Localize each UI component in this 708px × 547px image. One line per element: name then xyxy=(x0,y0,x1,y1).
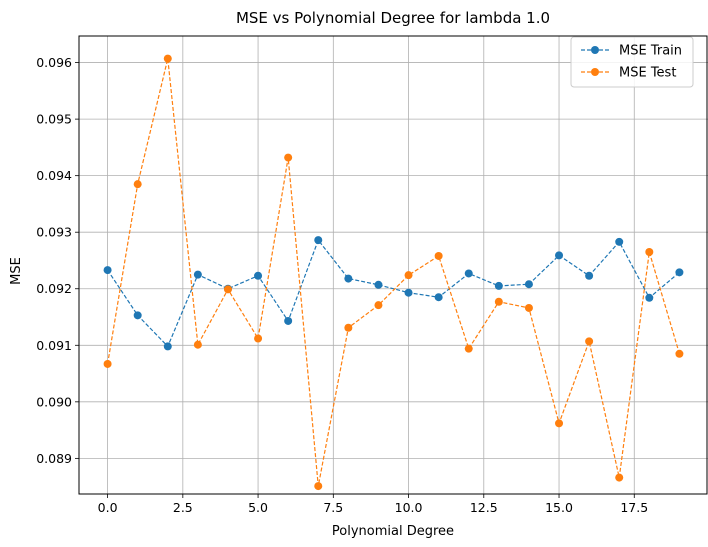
data-point xyxy=(133,180,142,189)
data-point xyxy=(374,301,383,310)
y-tick-label: 0.092 xyxy=(36,281,72,296)
x-tick-label: 7.5 xyxy=(323,500,343,515)
data-point xyxy=(434,293,443,302)
legend-marker-train xyxy=(591,46,599,54)
x-tick-label: 5.0 xyxy=(248,500,268,515)
data-point xyxy=(434,251,443,260)
data-point xyxy=(404,271,413,280)
plot-series xyxy=(103,54,684,491)
data-point xyxy=(615,237,624,246)
series-0 xyxy=(103,236,684,351)
data-point xyxy=(675,268,684,277)
data-point xyxy=(404,288,413,297)
data-point xyxy=(314,236,323,245)
data-point xyxy=(284,316,293,325)
y-tick-label: 0.094 xyxy=(36,168,72,183)
data-point xyxy=(675,349,684,358)
data-point xyxy=(223,285,232,294)
y-tick-label: 0.095 xyxy=(36,112,72,127)
data-point xyxy=(133,311,142,320)
legend: MSE Train MSE Test xyxy=(570,36,694,88)
x-tick-label: 2.5 xyxy=(173,500,193,515)
data-point xyxy=(163,54,172,63)
data-point xyxy=(555,419,564,428)
data-point xyxy=(103,359,112,368)
grid xyxy=(79,36,708,494)
data-point xyxy=(585,271,594,280)
legend-marker-test xyxy=(591,68,599,76)
data-point xyxy=(464,344,473,353)
data-point xyxy=(524,280,533,289)
y-tick-label: 0.091 xyxy=(36,338,72,353)
tick-marks: 0.0 2.5 5.0 7.5 10.0 12.5 15.0 17.5 0.089 0.090 0.… xyxy=(36,55,648,515)
data-point xyxy=(193,340,202,349)
x-tick-label: 10.0 xyxy=(395,500,423,515)
data-point xyxy=(103,266,112,275)
data-point xyxy=(344,274,353,283)
y-tick-label: 0.096 xyxy=(36,55,72,70)
data-point xyxy=(193,270,202,279)
y-tick-label: 0.090 xyxy=(36,394,72,409)
data-point xyxy=(555,251,564,260)
data-point xyxy=(645,293,654,302)
data-point xyxy=(494,297,503,306)
x-tick-label: 15.0 xyxy=(545,500,573,515)
data-point xyxy=(494,281,503,290)
data-point xyxy=(254,334,263,343)
y-tick-label: 0.093 xyxy=(36,225,72,240)
x-tick-label: 12.5 xyxy=(470,500,498,515)
data-point xyxy=(163,342,172,351)
chart-title: MSE vs Polynomial Degree for lambda 1.0 xyxy=(236,9,550,27)
series-line xyxy=(107,238,680,348)
plot-frame xyxy=(78,35,708,495)
data-point xyxy=(254,271,263,280)
data-point xyxy=(524,303,533,312)
data-point xyxy=(284,153,293,162)
x-tick-label: 17.5 xyxy=(620,500,648,515)
x-axis-label: Polynomial Degree xyxy=(332,524,454,539)
legend-label-train: MSE Train xyxy=(619,44,682,59)
x-tick-label: 0.0 xyxy=(98,500,118,515)
series-1 xyxy=(103,54,684,491)
data-point xyxy=(645,247,654,256)
series-line xyxy=(106,58,680,487)
data-point xyxy=(314,482,323,491)
data-point xyxy=(615,473,624,482)
y-tick-label: 0.089 xyxy=(36,451,72,466)
y-axis-label: MSE xyxy=(9,257,24,285)
data-point xyxy=(464,269,473,278)
legend-label-test: MSE Test xyxy=(619,66,676,81)
data-point xyxy=(344,323,353,332)
data-point xyxy=(585,337,594,346)
data-point xyxy=(374,280,383,289)
